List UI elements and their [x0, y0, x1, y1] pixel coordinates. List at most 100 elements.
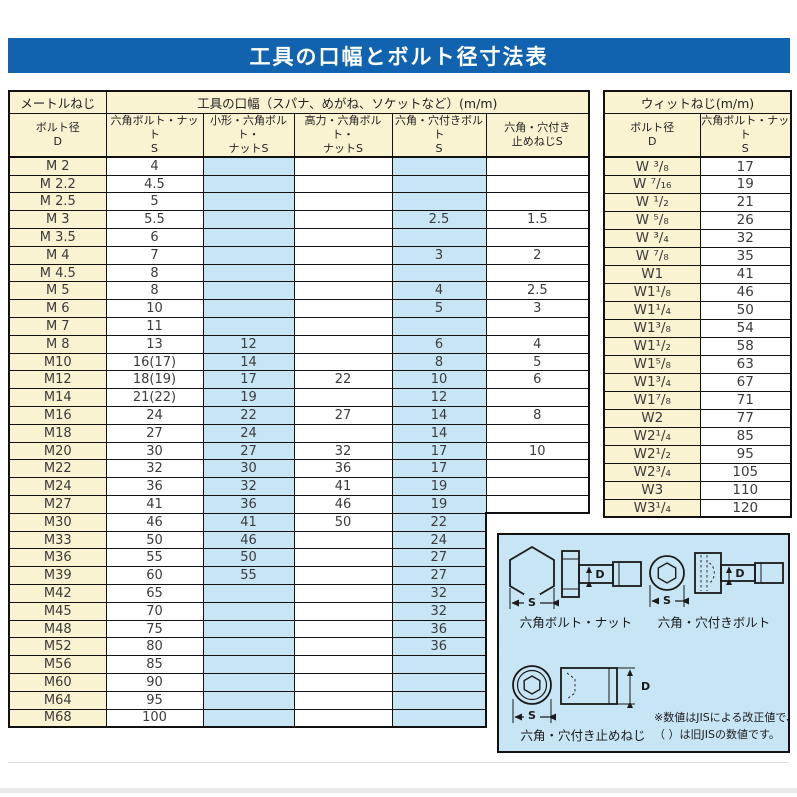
hex-bolt-nut-cell: 8 [105, 281, 204, 301]
whit-table-row: W1³/₄ 67 [603, 372, 792, 392]
hex-bolt-nut-cell: 6 [105, 228, 204, 247]
set-screw-cell [485, 228, 591, 247]
set-screw-cell: 1.5 [485, 210, 591, 230]
socket-bolt-cell: 6 [391, 334, 487, 354]
set-screw-cell [485, 317, 591, 336]
whit-col-header-bolt-dia: ボルト径 D [603, 112, 701, 159]
whit-bolt-diameter-cell: W1⁵/₈ [603, 354, 701, 374]
s-label-hex-bolt: S [528, 596, 536, 609]
col-header-small-hex: 小形・六角ボルト・ ナットS [202, 112, 295, 159]
socket-bolt-cell: 32 [391, 601, 487, 621]
socket-bolt-cell: 5 [391, 299, 487, 319]
hex-bolt-diagram [509, 545, 642, 609]
set-screw-cell [484, 513, 590, 532]
bolt-diameter-cell: M30 [8, 512, 107, 532]
whit-width-cell: 32 [699, 228, 792, 248]
set-screw-cell: 4 [485, 334, 591, 354]
socket-bolt-cell [391, 228, 487, 247]
metric-table-row: M 8 13 12 6 4 [8, 334, 591, 354]
metric-table-row: M 2 4 [8, 156, 591, 176]
hex-bolt-nut-cell: 8 [105, 263, 204, 283]
bolt-diameter-cell: M16 [8, 406, 107, 425]
high-strength-cell [293, 156, 393, 176]
bolt-diameter-cell: M10 [8, 352, 107, 372]
whit-table-row: W2³/₄ 105 [603, 462, 792, 482]
small-hex-cell: 41 [202, 512, 295, 532]
metric-table-row: M20 30 27 32 17 10 [8, 441, 591, 461]
small-hex-cell [202, 637, 295, 657]
bolt-diameter-cell: M 4 [8, 245, 107, 265]
hex-bolt-nut-cell: 41 [105, 495, 204, 514]
metric-table-row: M 3 5.5 2.5 1.5 [8, 210, 591, 230]
whit-width-cell: 54 [699, 318, 792, 338]
high-strength-cell [293, 619, 393, 639]
small-hex-cell [202, 584, 295, 603]
col-header-high-strength-hex: 高力・六角ボルト・ ナットS [293, 112, 393, 159]
small-hex-cell [202, 156, 295, 176]
set-screw-cell [485, 156, 591, 176]
whit-bolt-diameter-cell: W1 [603, 264, 701, 284]
small-hex-cell: 19 [202, 388, 295, 408]
set-screw-cell: 3 [485, 299, 591, 319]
hex-bolt-nut-cell: 70 [105, 601, 204, 621]
socket-bolt-cell [391, 673, 487, 692]
socket-bolt-cell [391, 174, 487, 194]
whit-table-row: W1³/₈ 54 [603, 318, 792, 338]
high-strength-cell [293, 281, 393, 301]
small-hex-cell [202, 601, 295, 621]
high-strength-cell: 27 [293, 406, 393, 425]
high-strength-cell [293, 673, 393, 692]
metric-table-row: M24 36 32 41 19 [8, 477, 591, 497]
bolt-diameter-cell: M 7 [8, 317, 107, 336]
whit-width-cell: 85 [699, 426, 792, 446]
col-header-set-screw: 六角・穴付き 止めねじS [485, 112, 591, 159]
hex-bolt-nut-cell: 5 [105, 192, 204, 212]
small-hex-cell [202, 690, 295, 710]
whit-bolt-diameter-cell: W1³/₈ [603, 318, 701, 338]
whit-table-row: W3 110 [603, 480, 792, 500]
high-strength-cell: 22 [293, 370, 393, 390]
socket-bolt-cell: 10 [391, 370, 487, 390]
hex-bolt-nut-cell: 46 [105, 512, 204, 532]
whit-bolt-diameter-cell: W ⁷/₈ [603, 246, 701, 266]
whit-bolt-diameter-cell: W ⁷/₁₆ [603, 174, 701, 194]
small-hex-cell: 30 [202, 459, 295, 479]
whit-width-cell: 105 [699, 462, 792, 482]
high-strength-cell [293, 317, 393, 336]
metric-table-row: M18 27 24 14 [8, 423, 591, 443]
high-strength-cell [293, 263, 393, 283]
small-hex-cell [202, 210, 295, 230]
whit-bolt-diameter-cell: W ¹/₂ [603, 192, 701, 212]
small-hex-cell: 27 [202, 441, 295, 461]
metric-table-row: M16 24 22 27 14 8 [8, 406, 591, 425]
high-strength-cell: 32 [293, 441, 393, 461]
illustration-panel: S D 六角ボルト・ナット S D 六角・穴付きボルト [497, 533, 790, 753]
bolt-diameter-cell: M22 [8, 459, 107, 479]
bolt-diameter-cell: M 3 [8, 210, 107, 230]
whit-header-row-2: ボルト径 D 六角ボルト・ナット S [603, 112, 792, 159]
small-hex-cell [202, 619, 295, 639]
high-strength-cell [293, 210, 393, 230]
whit-span-header: ウィットねじ(m/m) [603, 90, 792, 114]
small-hex-cell: 50 [202, 548, 295, 568]
bolt-diameter-cell: M64 [8, 690, 107, 710]
metric-table-row: M36 55 50 27 [8, 548, 590, 568]
small-hex-cell [202, 228, 295, 247]
bolt-diameter-cell: M 5 [8, 281, 107, 301]
socket-bolt-cell: 36 [391, 637, 487, 657]
bolt-diameter-cell: M 2.5 [8, 192, 107, 212]
whit-width-cell: 21 [699, 192, 792, 212]
page-bottom-band [0, 788, 797, 793]
small-hex-cell [202, 317, 295, 336]
small-hex-cell: 55 [202, 566, 295, 586]
bolt-diameter-cell: M 8 [8, 334, 107, 354]
set-screw-cell: 8 [485, 406, 591, 425]
whit-width-cell: 71 [699, 390, 792, 410]
whit-bolt-diameter-cell: W1⁷/₈ [603, 390, 701, 410]
bolt-diameter-cell: M68 [8, 708, 107, 728]
small-hex-cell [202, 708, 295, 728]
hex-bolt-nut-cell: 18(19) [105, 370, 204, 390]
socket-bolt-cell: 17 [391, 441, 487, 461]
metric-table-row: M 2.2 4.5 [8, 174, 591, 194]
metric-table-row: M30 46 41 50 22 [8, 512, 590, 532]
